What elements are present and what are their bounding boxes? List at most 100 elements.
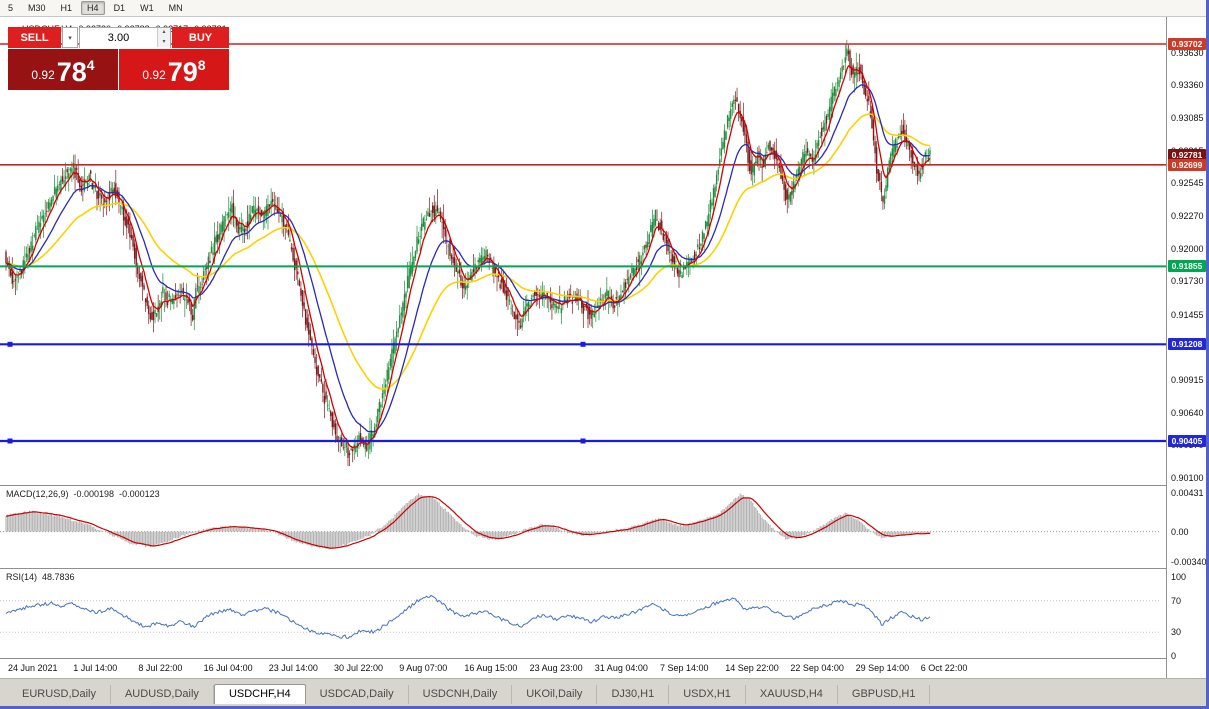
tab-ukoil-daily[interactable]: UKOil,Daily — [512, 685, 598, 704]
volume-increase-button[interactable]: ▴ — [158, 28, 170, 38]
rsi-line — [5, 594, 931, 640]
sell-price-big: 78 — [56, 57, 87, 87]
macd-histogram — [5, 493, 931, 550]
tab-usdcnh-daily[interactable]: USDCNH,Daily — [409, 685, 513, 704]
price-tick: 0.90915 — [1171, 374, 1204, 385]
macd-signal-line — [5, 495, 930, 549]
time-label: 22 Sep 04:00 — [790, 663, 844, 673]
macd-axis-value: -0.00340 — [1171, 557, 1207, 567]
price-label-0.91208: 0.91208 — [1168, 338, 1206, 351]
price-tick: 0.93085 — [1171, 113, 1204, 124]
buy-button[interactable]: BUY — [172, 27, 229, 48]
macd-panel — [0, 493, 1160, 550]
tab-xauusd-h4[interactable]: XAUUSD,H4 — [746, 685, 838, 704]
ohlc-low: 0.92717 — [156, 24, 189, 34]
tab-usdx-h1[interactable]: USDX,H1 — [669, 685, 746, 704]
time-label: 30 Jul 22:00 — [334, 663, 384, 673]
statusbar-strip — [0, 704, 1206, 706]
timeframe-H1[interactable]: H1 — [60, 3, 73, 13]
price-label-0.92699: 0.92699 — [1168, 158, 1206, 171]
candle-wicks-bear — [5, 44, 923, 467]
volume-dropdown[interactable]: ▾ — [62, 27, 78, 48]
timeframe-bar: 5 M30 H1 H4 D1 W1 MN — [0, 0, 1206, 17]
tab-usdchf-h4[interactable]: USDCHF,H4 — [213, 684, 306, 704]
rsi-name: RSI(14) — [6, 572, 38, 582]
timeframe-5[interactable]: 5 — [8, 3, 14, 13]
volume-field: ▴ ▾ — [79, 27, 171, 48]
time-label: 23 Jul 14:00 — [268, 663, 318, 673]
price-tick: 0.91730 — [1171, 276, 1204, 287]
rsi-axis-value: 100 — [1171, 572, 1187, 582]
rsi-value: 48.7836 — [42, 572, 75, 582]
sell-price[interactable]: 0.92 78 4 — [8, 49, 118, 90]
tab-audusd-daily[interactable]: AUDUSD,Daily — [111, 685, 214, 704]
timeframe-D1[interactable]: D1 — [113, 3, 126, 13]
price-tick: 0.90640 — [1171, 407, 1204, 418]
panel-separator[interactable] — [0, 568, 1166, 569]
sell-button[interactable]: SELL — [8, 27, 61, 48]
tab-usdcad-daily[interactable]: USDCAD,Daily — [306, 685, 409, 704]
price-tick: 0.92545 — [1171, 178, 1204, 189]
candle-wicks-bull — [13, 39, 931, 460]
price-label-0.92781: 0.92781 — [1168, 148, 1206, 161]
sell-price-pip: 4 — [86, 57, 95, 73]
chevron-down-icon: ▾ — [68, 34, 72, 42]
time-label: 29 Sep 14:00 — [855, 663, 910, 673]
one-click-trading-panel: SELL ▾ ▴ ▾ BUY 0.92 78 4 0.92 79 — [8, 27, 229, 90]
macd-value-signal: -0.000123 — [119, 489, 160, 499]
buy-price-prefix: 0.92 — [142, 68, 166, 82]
macd-axis-value: 0.00 — [1171, 526, 1189, 537]
price-tick: 0.90100 — [1171, 472, 1204, 483]
time-label: 24 Jun 2021 — [8, 663, 58, 673]
time-label: 14 Sep 22:00 — [725, 663, 779, 673]
chart-tabs: EURUSD,Daily AUDUSD,Daily USDCHF,H4 USDCAD,… — [0, 678, 1206, 704]
candle-bodies-bull — [13, 48, 931, 452]
price-tick: 0.93360 — [1171, 80, 1204, 91]
time-label: 6 Oct 22:00 — [920, 663, 968, 673]
price-label-0.93702: 0.93702 — [1168, 38, 1206, 50]
volume-decrease-button[interactable]: ▾ — [158, 37, 170, 47]
tab-eurusd-daily[interactable]: EURUSD,Daily — [8, 685, 111, 704]
price-tick: 0.92000 — [1171, 243, 1204, 254]
buy-price[interactable]: 0.92 79 8 — [119, 49, 229, 90]
tab-dj30-h1[interactable]: DJ30,H1 — [597, 685, 670, 704]
price-chart[interactable] — [0, 18, 1166, 485]
rsi-axis-value: 70 — [1171, 595, 1182, 606]
timeframe-W1[interactable]: W1 — [140, 3, 154, 13]
timeframe-H4[interactable]: H4 — [81, 1, 105, 15]
tab-gbpusd-h1[interactable]: GBPUSD,H1 — [838, 685, 931, 704]
timeframe-MN[interactable]: MN — [168, 3, 183, 13]
price-label-0.91855: 0.91855 — [1168, 260, 1206, 273]
price-tick: 0.91455 — [1171, 309, 1204, 320]
price-axis: 0.936300.933600.930850.928150.925450.922… — [1166, 17, 1206, 678]
time-label: 31 Aug 04:00 — [594, 663, 648, 673]
rsi-label: RSI(14) 48.7836 — [6, 572, 75, 582]
sell-price-prefix: 0.92 — [31, 68, 55, 82]
panel-separator[interactable] — [0, 485, 1166, 486]
time-axis: 24 Jun 2021 1 Jul 14:00 8 Jul 22:00 16 Jul … — [0, 658, 1166, 678]
hline-handle[interactable] — [7, 341, 13, 347]
rsi-axis-value: 30 — [1171, 627, 1182, 638]
time-label: 9 Aug 07:00 — [399, 663, 448, 673]
price-tick: 0.93630 — [1171, 47, 1204, 58]
time-label: 16 Aug 15:00 — [464, 663, 518, 673]
time-label: 16 Jul 04:00 — [203, 663, 253, 673]
hline-handle[interactable] — [7, 438, 13, 444]
ma-slow-line — [6, 113, 931, 390]
time-label: 1 Jul 14:00 — [73, 663, 118, 673]
ma-mid-line — [5, 84, 931, 433]
price-label-0.90405: 0.90405 — [1168, 435, 1206, 447]
macd-name: MACD(12,26,9) — [6, 489, 69, 499]
price-tick: 0.92270 — [1171, 211, 1204, 222]
time-label: 8 Jul 22:00 — [138, 663, 183, 673]
macd-axis-value: 0.00431 — [1171, 488, 1204, 498]
hline-handle[interactable] — [580, 438, 586, 444]
buy-price-big: 79 — [167, 57, 198, 87]
candle-bodies-bear — [5, 50, 923, 458]
volume-input[interactable] — [80, 28, 170, 48]
hline-handle[interactable] — [580, 341, 586, 347]
timeframe-M30[interactable]: M30 — [28, 3, 46, 13]
rsi-axis-value: 0 — [1171, 651, 1177, 661]
ma-fast-line — [5, 65, 931, 449]
